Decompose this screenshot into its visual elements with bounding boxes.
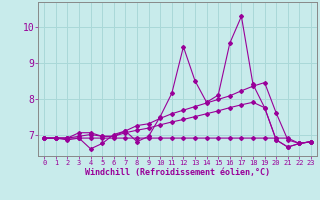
X-axis label: Windchill (Refroidissement éolien,°C): Windchill (Refroidissement éolien,°C) (85, 168, 270, 177)
